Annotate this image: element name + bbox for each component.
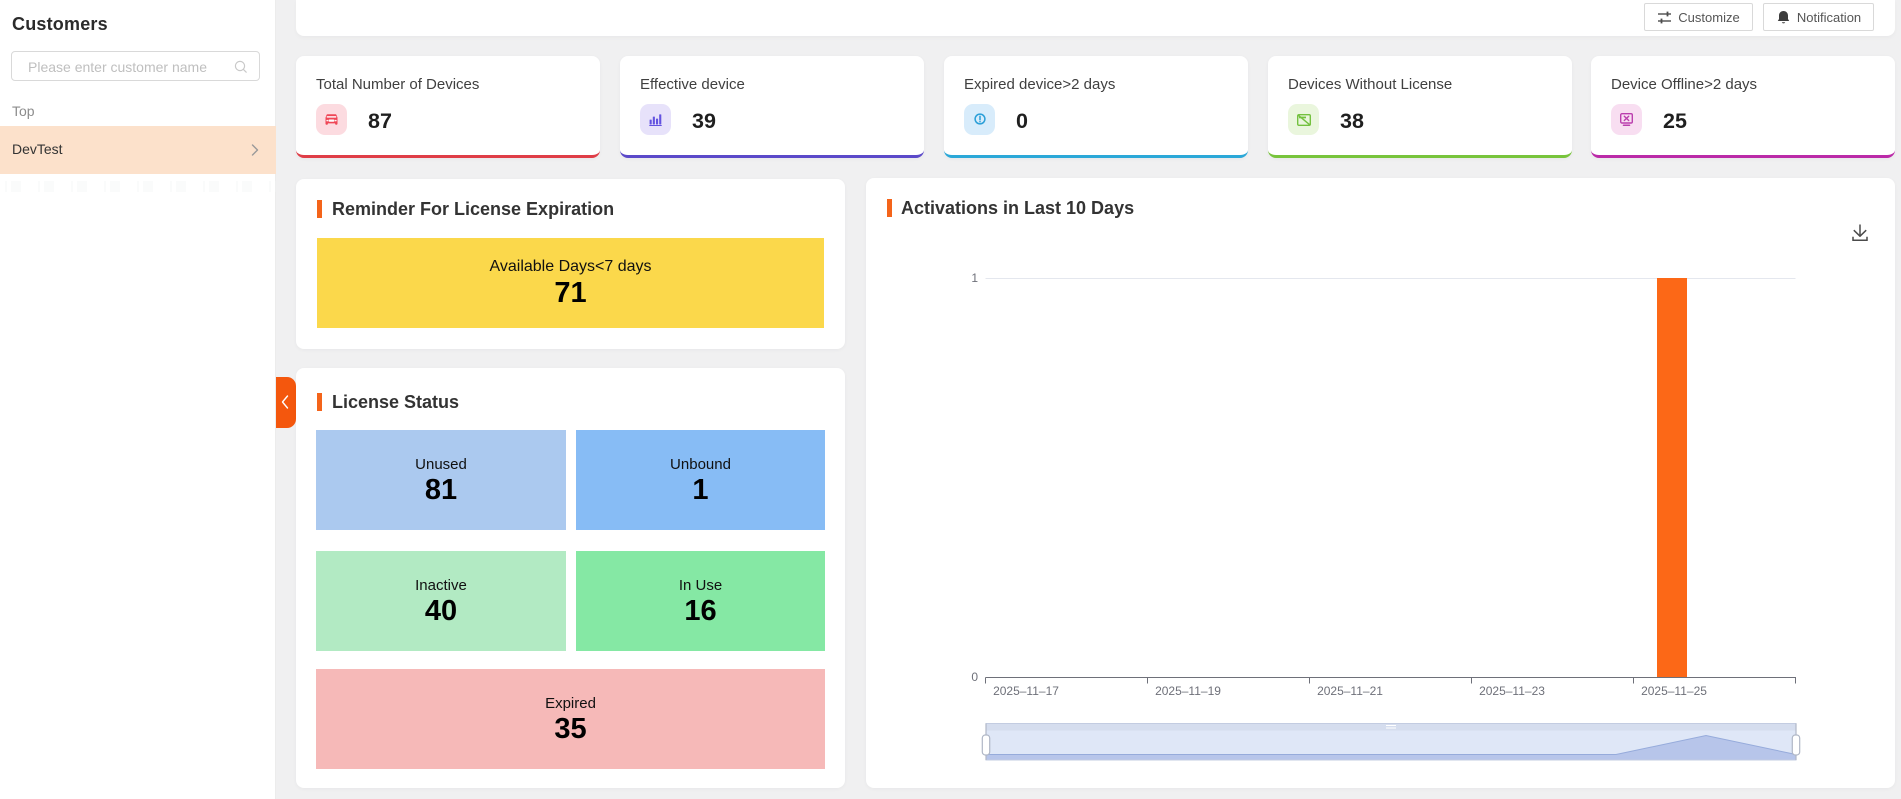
svg-text:2025–11–19: 2025–11–19 [1155,684,1221,698]
svg-text:2025–11–17: 2025–11–17 [993,684,1059,698]
svg-text:2025–11–25: 2025–11–25 [1641,684,1707,698]
svg-text:1: 1 [971,271,978,285]
svg-text:0: 0 [971,670,978,684]
svg-text:2025–11–21: 2025–11–21 [1317,684,1383,698]
svg-text:2025–11–23: 2025–11–23 [1479,684,1545,698]
